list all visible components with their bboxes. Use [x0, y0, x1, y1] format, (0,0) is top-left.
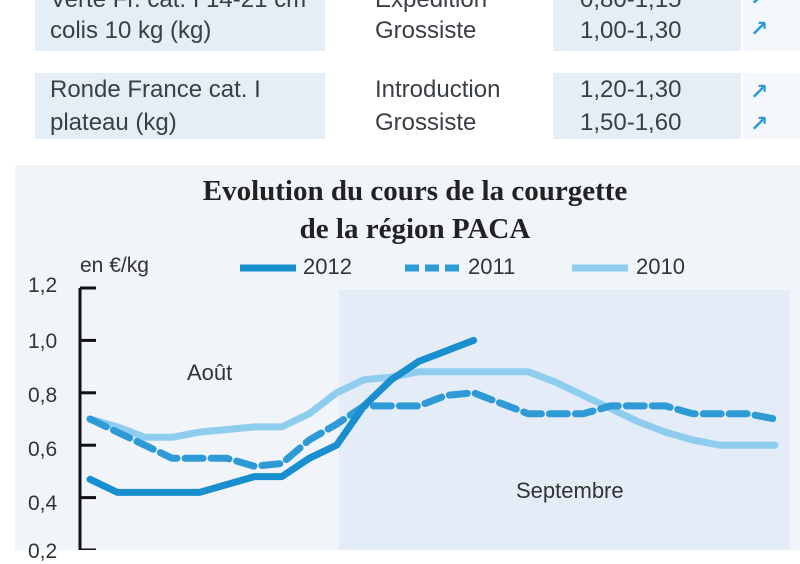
legend-label-2010: 2010 — [636, 254, 685, 279]
chart-title: Evolution du cours de la courgette — [202, 175, 628, 207]
y-tick-label: 1,0 — [28, 330, 58, 353]
stage-label: Grossiste — [375, 17, 477, 44]
trend-up-icon: ↗ — [750, 16, 769, 41]
table-row: Ronde France cat. I plateau (kg) Introdu… — [35, 73, 800, 139]
price-table: Verte Fr. cat. I 14-21 cm colis 10 kg (k… — [0, 0, 800, 150]
y-tick-label: 0,4 — [28, 492, 58, 515]
stage-label: Expédition — [375, 0, 487, 17]
price-range: 1,20-1,30 — [580, 76, 682, 103]
product-cell — [35, 0, 325, 51]
price-range: 1,00-1,30 — [580, 17, 682, 44]
y-tick-label: 0,8 — [28, 384, 58, 407]
septembre-band — [339, 290, 790, 550]
trend-cell — [743, 0, 800, 51]
legend-swatches — [240, 264, 628, 272]
legend-label-2011: 2011 — [468, 254, 516, 279]
product-name-line: plateau (kg) — [50, 109, 177, 136]
product-name-line: Verte Fr. cat. I 14-21 cm — [50, 0, 306, 17]
stage-cell — [330, 73, 580, 139]
series-line-2012 — [86, 336, 478, 496]
price-cell — [553, 0, 741, 51]
product-name-line: colis 10 kg (kg) — [50, 17, 212, 44]
trend-up-icon: ↗ — [750, 0, 768, 11]
stage-label: Introduction — [375, 76, 501, 103]
series-lines — [86, 336, 779, 496]
plot-area — [78, 286, 790, 550]
trend-cell — [743, 73, 800, 139]
month-label-septembre: Septembre — [516, 478, 624, 503]
table-row: Verte Fr. cat. I 14-21 cm colis 10 kg (k… — [35, 0, 800, 51]
y-tick-label: 0,6 — [28, 438, 58, 461]
trend-up-icon: ↗ — [750, 111, 769, 136]
month-label-aout: Août — [187, 360, 233, 385]
series-line-2011 — [86, 389, 779, 470]
product-cell — [35, 73, 325, 139]
chart-subtitle: de la région PACA — [299, 213, 531, 245]
stage-label: Grossiste — [375, 109, 477, 136]
series-line-2010 — [86, 368, 779, 449]
price-range: 0,80-1,15 — [580, 0, 681, 17]
price-cell — [553, 73, 741, 139]
stage-cell — [330, 0, 580, 51]
y-axis — [78, 286, 96, 550]
y-axis-unit: en €/kg — [80, 254, 149, 277]
y-tick-label: 1,2 — [28, 274, 58, 297]
product-name-line: Ronde France cat. I — [50, 76, 261, 103]
trend-up-icon: ↗ — [750, 79, 769, 104]
price-range: 1,50-1,60 — [580, 109, 682, 136]
legend-label-2012: 2012 — [303, 254, 352, 279]
